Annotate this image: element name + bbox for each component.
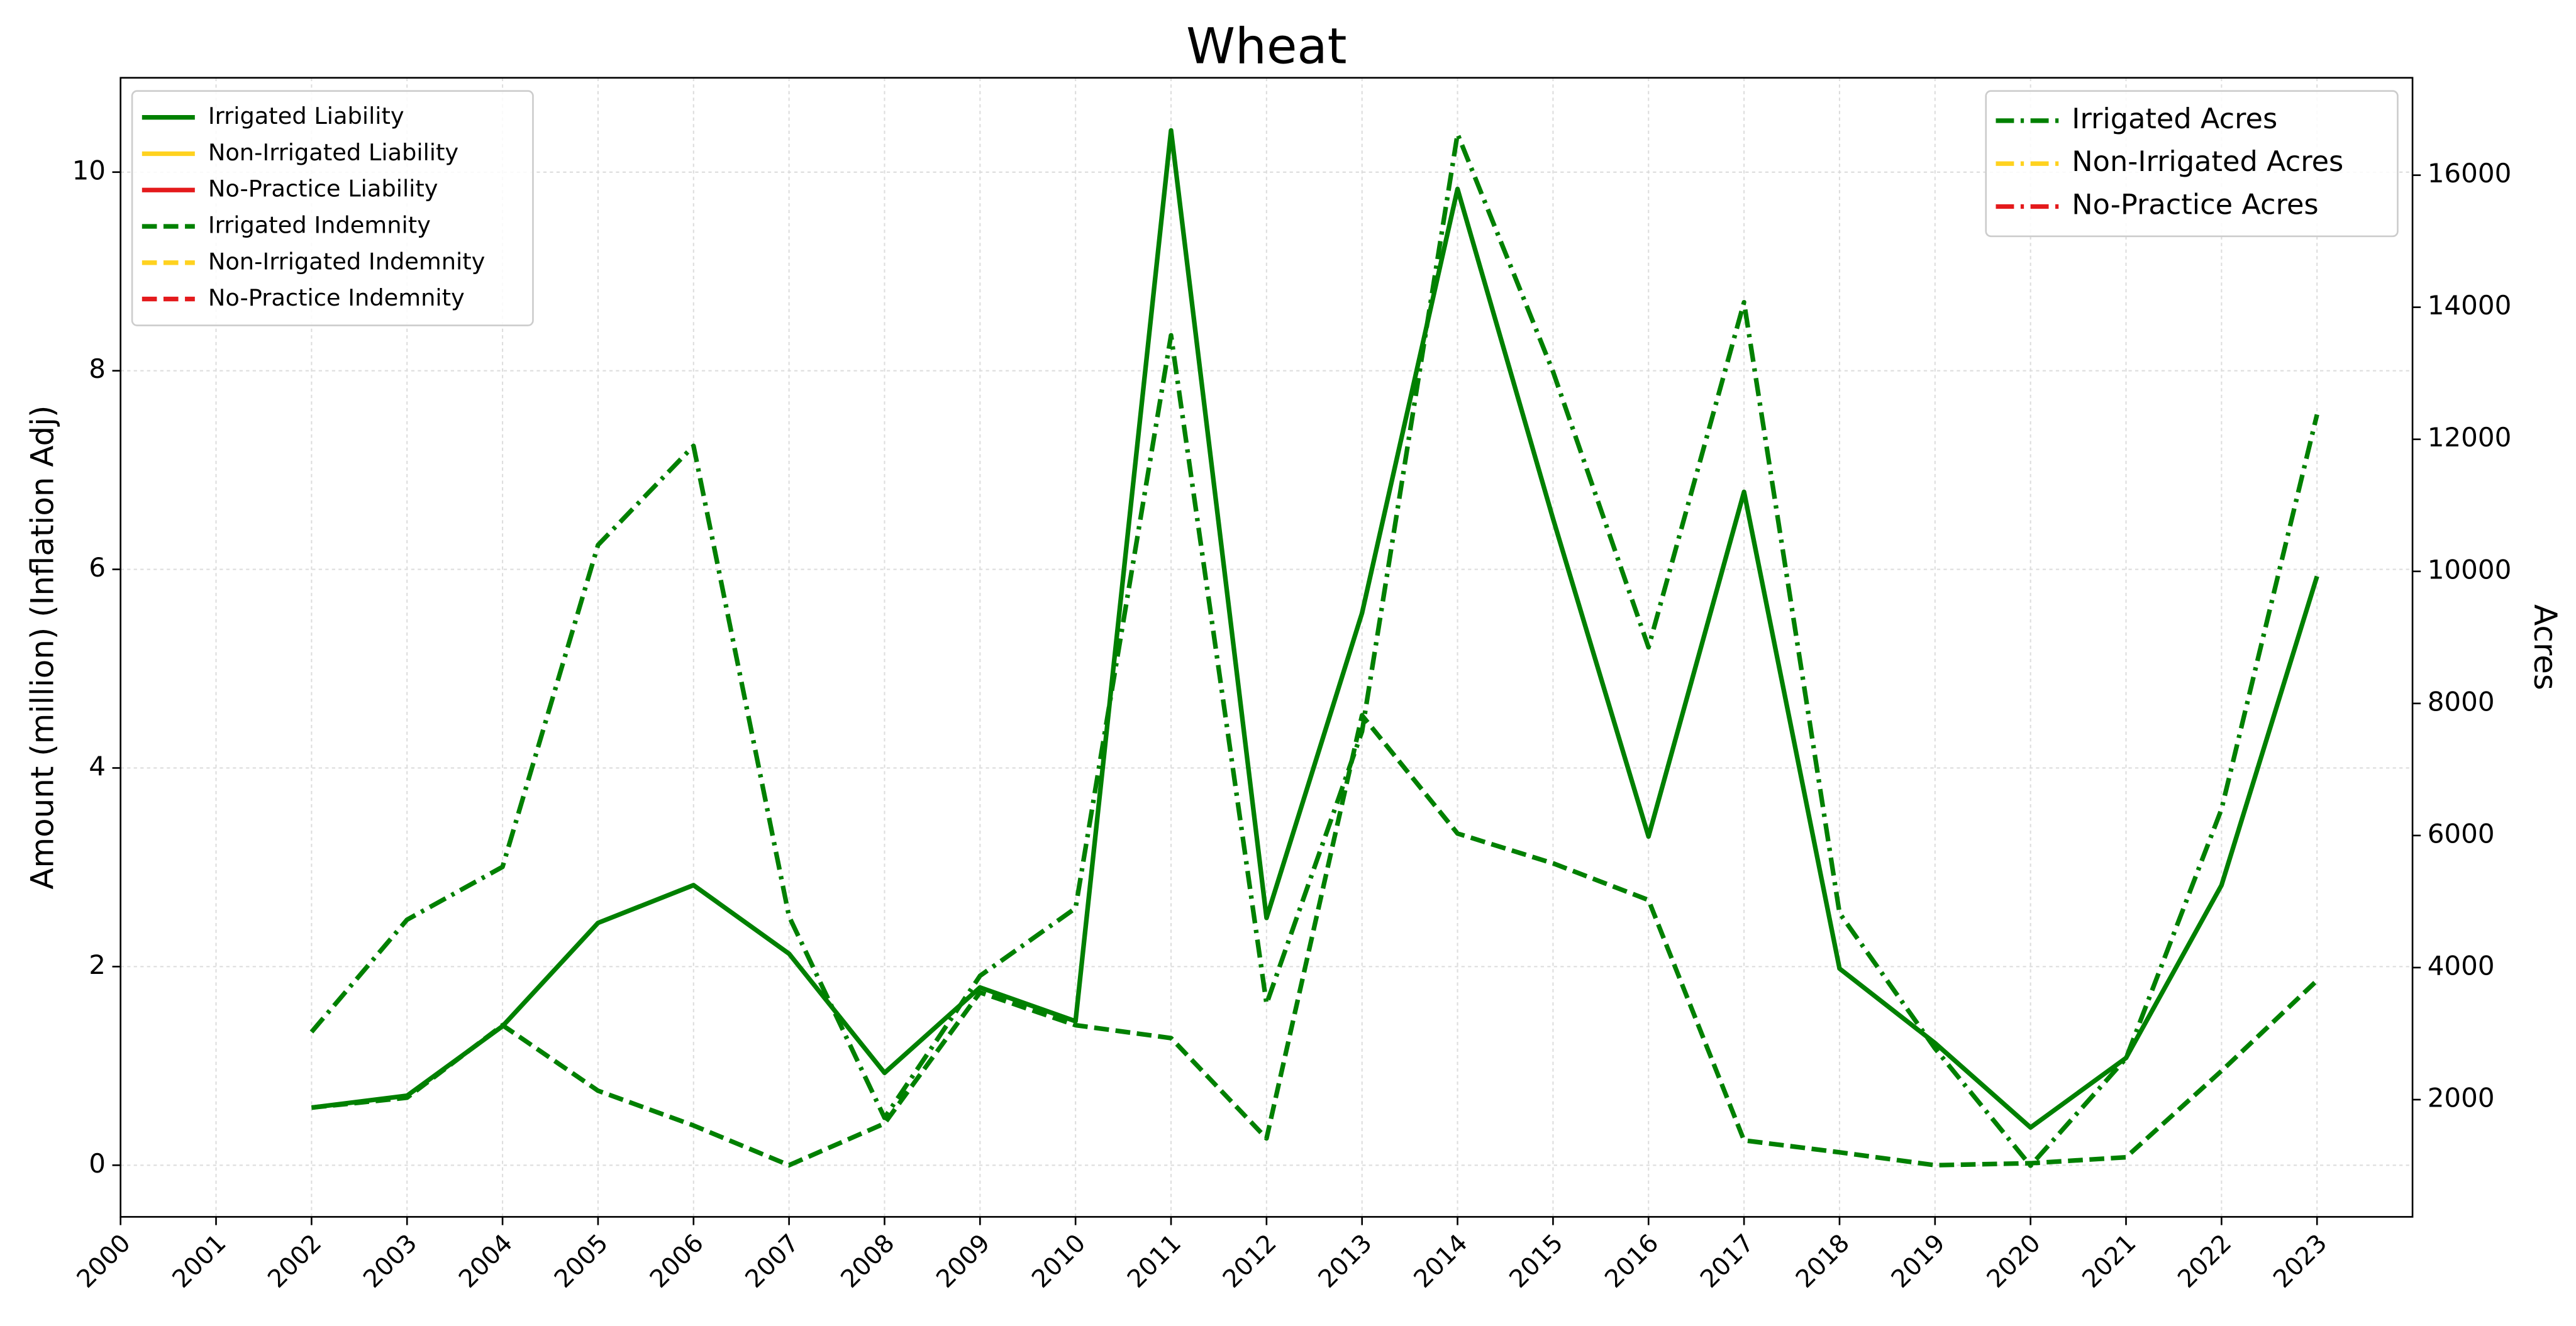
legend: Irrigated Liability Non-Irrigated Liabili… [131, 90, 534, 326]
legend-label: No-Practice Indemnity [208, 284, 465, 311]
legend-label: Non-Irrigated Indemnity [208, 248, 486, 275]
x-tick-label: 2021 [2077, 1229, 2141, 1293]
legend-label: Irrigated Liability [208, 102, 404, 130]
y2-tick-label: 10000 [2428, 554, 2512, 585]
legend-label: Irrigated Indemnity [208, 212, 431, 239]
x-tick-label: 2012 [1217, 1229, 1282, 1293]
legend-label: Irrigated Acres [2072, 102, 2277, 135]
y2-tick-label: 2000 [2428, 1082, 2495, 1113]
x-tick-label: 2010 [1026, 1229, 1091, 1293]
x-tick-label: 2003 [358, 1229, 423, 1293]
plot-frame [119, 77, 2414, 1218]
y-tick-label: 8 [89, 353, 106, 384]
x-tick-label: 2000 [71, 1229, 136, 1293]
x-tick-label: 2019 [1885, 1229, 1950, 1293]
chart-title: Wheat [1186, 18, 1346, 75]
y-tick-label: 4 [89, 751, 106, 782]
series-line [311, 713, 2319, 1168]
x-tick-label: 2017 [1695, 1229, 1760, 1293]
x-tick-label: 2009 [931, 1229, 996, 1293]
y2-tick-label: 8000 [2428, 686, 2495, 717]
y2-axis-label: Acres [2527, 604, 2563, 690]
x-tick-label: 2005 [549, 1229, 614, 1293]
legend-box [131, 90, 534, 326]
y2-tick-label: 16000 [2428, 158, 2512, 189]
y-tick-label: 0 [89, 1148, 106, 1179]
y-tick-label: 2 [89, 949, 106, 980]
y-axis-label: Amount (million) (Inflation Adj) [24, 405, 60, 889]
y-tick-label: 6 [89, 552, 106, 583]
legend-label: Non-Irrigated Liability [208, 139, 458, 166]
x-tick-label: 2002 [262, 1229, 327, 1293]
x-tick-label: 2007 [740, 1229, 804, 1293]
x-tick-label: 2001 [167, 1229, 231, 1293]
x-tick-label: 2023 [2268, 1229, 2333, 1293]
x-tick-label: 2006 [644, 1229, 709, 1293]
y2-tick-label: 12000 [2428, 422, 2512, 453]
x-tick-label: 2022 [2172, 1229, 2237, 1293]
legend-label: No-Practice Liability [208, 175, 438, 202]
x-tick-label: 2015 [1504, 1229, 1568, 1293]
x-tick-label: 2011 [1122, 1229, 1187, 1293]
x-tick-label: 2018 [1790, 1229, 1855, 1293]
legend-box [1985, 90, 2399, 238]
legend-label: Non-Irrigated Acres [2072, 145, 2343, 178]
x-tick-label: 2020 [1981, 1229, 2046, 1293]
series-line [311, 128, 2319, 1130]
legend: Irrigated Acres Non-Irrigated Acres No-Pra… [1985, 90, 2399, 238]
x-tick-label: 2013 [1313, 1229, 1377, 1293]
x-tick-label: 2016 [1599, 1229, 1664, 1293]
y-tick-label: 10 [72, 155, 106, 185]
x-tick-label: 2014 [1408, 1229, 1473, 1293]
x-tick-label: 2004 [453, 1229, 518, 1293]
y2-tick-label: 14000 [2428, 290, 2512, 321]
series-line [309, 131, 2319, 1168]
x-tick-label: 2008 [835, 1229, 900, 1293]
legend-label: No-Practice Acres [2072, 189, 2318, 221]
y2-tick-label: 6000 [2428, 818, 2495, 849]
y2-tick-label: 4000 [2428, 950, 2495, 981]
